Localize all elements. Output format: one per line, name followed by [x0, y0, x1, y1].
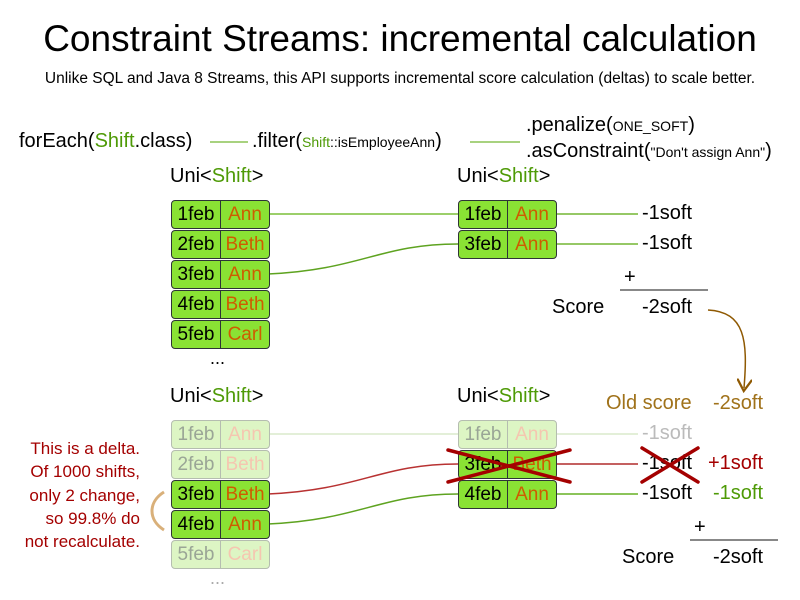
shift-tuple-unchanged: 5feb Carl	[171, 540, 270, 569]
cross-icon	[640, 446, 700, 484]
match-score-added: -1soft	[642, 482, 693, 504]
ellipsis: ...	[210, 568, 226, 588]
code-arg: ::isEmployeeAnn	[330, 134, 436, 150]
delta-negative: -1soft	[713, 482, 764, 504]
swap-arrow	[150, 490, 165, 532]
old-score-value: -2soft	[713, 392, 764, 414]
code-penalize: .penalize(ONE_SOFT)	[526, 114, 695, 137]
code-arg: "Don't assign Ann"	[650, 144, 766, 160]
code-asconstraint: .asConstraint("Don't assign Ann")	[526, 140, 772, 163]
shift-tuple-changed: 3feb Beth	[171, 480, 270, 509]
shift-tuple-changed: 4feb Ann	[171, 510, 270, 539]
shift-tuple: 3feb Ann	[171, 260, 270, 289]
old-score-label: Old score	[606, 392, 692, 414]
shift-tuple: 2feb Beth	[171, 230, 270, 259]
delta-note: This is a delta. Of 1000 shifts, only 2 …	[24, 439, 140, 552]
delta-positive: +1soft	[708, 452, 764, 474]
filtered-tuple-unchanged: 1feb Ann	[458, 420, 557, 449]
score-label: Score	[622, 546, 675, 568]
subtitle: Unlike SQL and Java 8 Streams, this API …	[44, 70, 756, 87]
plus-sign: +	[694, 516, 706, 538]
score-value: -2soft	[713, 546, 764, 568]
code-text: )	[435, 130, 442, 152]
cross-icon	[446, 448, 572, 484]
shift-tuple-unchanged: 2feb Beth	[171, 450, 270, 479]
code-class: Shift	[302, 134, 331, 150]
code-text: )	[765, 140, 772, 162]
match-score: -1soft	[642, 232, 693, 254]
match-score-unchanged: -1soft	[642, 422, 693, 444]
filtered-tuple: 3feb Ann	[458, 230, 557, 259]
score-value: -2soft	[642, 296, 693, 318]
filtered-tuple: 1feb Ann	[458, 200, 557, 229]
plus-sign: +	[624, 266, 636, 288]
code-text: forEach(	[19, 130, 95, 152]
shift-tuple-unchanged: 1feb Ann	[171, 420, 270, 449]
carry-arrow	[707, 309, 745, 388]
code-text: .penalize(	[526, 114, 613, 136]
page-title: Constraint Streams: incremental calculat…	[43, 18, 757, 59]
shift-tuple: 5feb Carl	[171, 320, 270, 349]
code-arg: ONE_SOFT	[612, 118, 689, 134]
uni-label: Uni<Shift>	[170, 165, 264, 187]
flow-line-removed	[267, 463, 459, 495]
code-text: .filter(	[252, 130, 302, 152]
code-text: .class)	[134, 130, 193, 152]
uni-label: Uni<Shift>	[170, 385, 264, 407]
shift-tuple: 1feb Ann	[171, 200, 270, 229]
uni-label: Uni<Shift>	[457, 165, 551, 187]
shift-tuple: 4feb Beth	[171, 290, 270, 319]
score-label: Score	[552, 296, 605, 318]
uni-label: Uni<Shift>	[457, 385, 551, 407]
code-text: .asConstraint(	[526, 140, 651, 162]
match-score: -1soft	[642, 202, 693, 224]
code-class: Shift	[94, 130, 135, 152]
code-text: )	[688, 114, 695, 136]
flow-line	[267, 243, 459, 275]
code-filter: .filter(Shift::isEmployeeAnn)	[252, 130, 442, 153]
ellipsis: ...	[210, 348, 226, 368]
filtered-tuple-added: 4feb Ann	[458, 480, 557, 509]
code-foreach: forEach(Shift.class)	[19, 130, 192, 153]
flow-line-added	[267, 493, 459, 525]
